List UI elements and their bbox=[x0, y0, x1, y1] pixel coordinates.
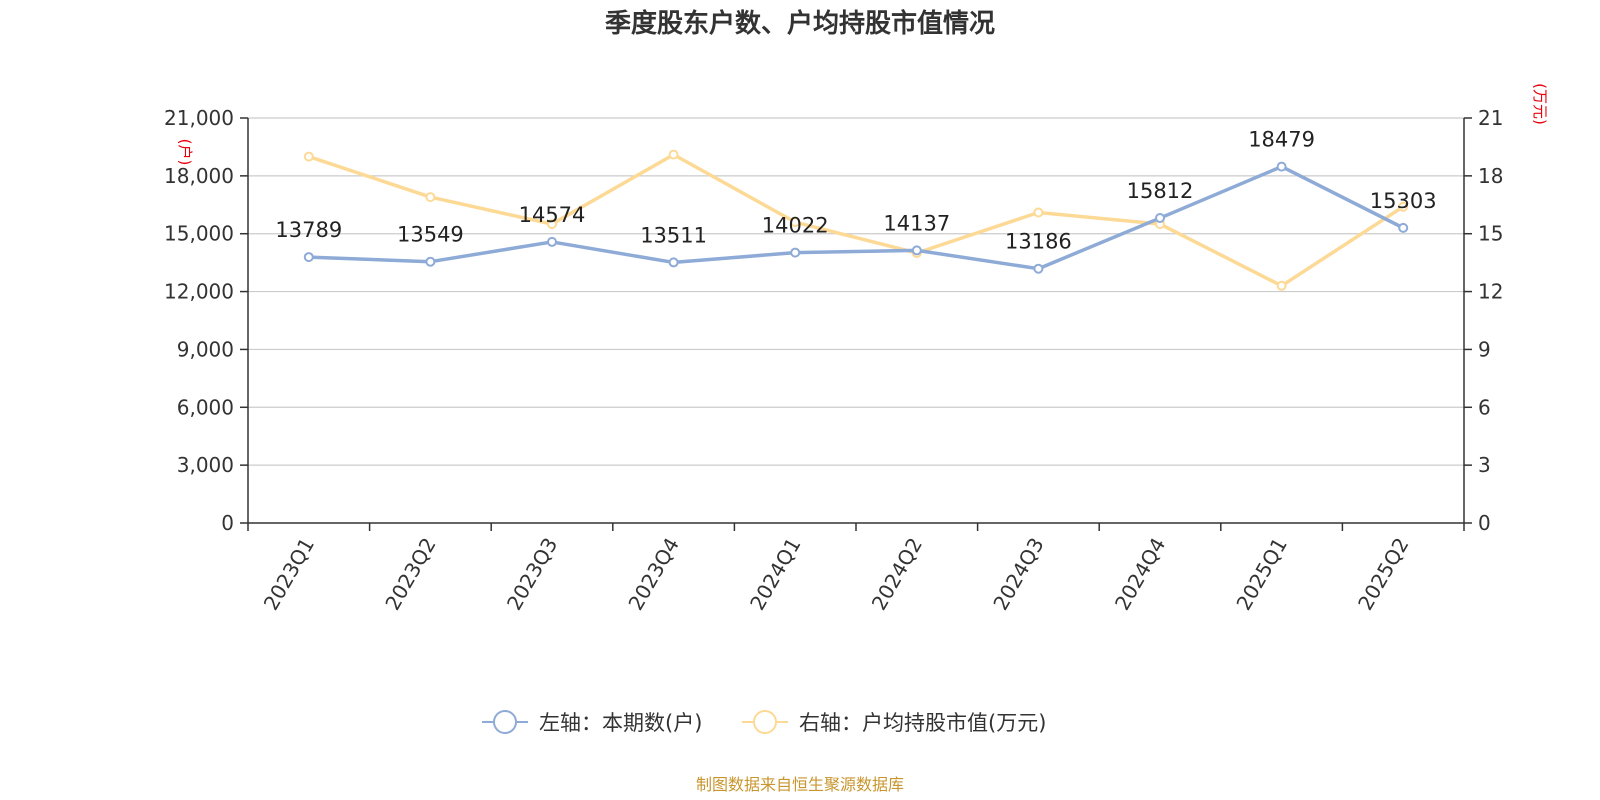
x-axis-tick-label: 2024Q4 bbox=[1110, 534, 1170, 615]
left-axis-tick-label: 12,000 bbox=[164, 280, 234, 304]
right-axis-tick-label: 3 bbox=[1478, 453, 1491, 477]
data-label: 13186 bbox=[1005, 230, 1072, 254]
data-point-left bbox=[790, 247, 801, 258]
data-label: 15812 bbox=[1127, 179, 1194, 203]
right-axis-tick-label: 12 bbox=[1478, 280, 1503, 304]
x-axis-tick-label: 2024Q3 bbox=[988, 534, 1048, 615]
left-axis-tick-label: 15,000 bbox=[164, 222, 234, 246]
x-axis-tick-label: 2025Q1 bbox=[1231, 534, 1291, 615]
right-axis-tick-label: 9 bbox=[1478, 337, 1491, 361]
source-note: 制图数据来自恒生聚源数据库 bbox=[696, 775, 904, 794]
left-axis-unit: (户) bbox=[176, 139, 194, 166]
data-label: 13549 bbox=[397, 223, 464, 247]
right-axis-unit: (万元) bbox=[1531, 83, 1549, 125]
axes: 0 0 3,000 3 6,000 6 9,000 9 12,000 12 15,000 15 18,0… bbox=[164, 106, 1503, 614]
data-point-right bbox=[1398, 201, 1409, 212]
data-point-left bbox=[1155, 213, 1165, 224]
data-point-right bbox=[303, 151, 314, 162]
x-axis-tick-label: 2025Q2 bbox=[1353, 534, 1413, 615]
left-axis-tick-label: 18,000 bbox=[164, 164, 234, 188]
right-axis-tick-label: 6 bbox=[1478, 395, 1491, 419]
data-point-right bbox=[1276, 280, 1287, 291]
grid bbox=[248, 117, 1464, 466]
series-line-right bbox=[308, 152, 1405, 288]
left-axis-tick-label: 0 bbox=[221, 511, 234, 535]
data-point-left bbox=[303, 252, 314, 263]
data-label: 14137 bbox=[883, 211, 950, 235]
data-label: 18479 bbox=[1248, 128, 1315, 152]
data-point-left bbox=[425, 256, 436, 267]
left-axis-tick-label: 3,000 bbox=[177, 453, 234, 477]
data-labels: 13789 13549 14574 13511 14022 14137 13186 15812… bbox=[275, 128, 1436, 254]
legend-label-right: 右轴：户均持股市值(万元) bbox=[799, 711, 1046, 735]
chart-title: 季度股东户数、户均持股市值情况 bbox=[605, 8, 995, 39]
series-layer bbox=[303, 149, 1409, 291]
x-axis-tick-label: 2024Q1 bbox=[745, 534, 805, 615]
legend: 左轴：本期数(户) 右轴：户均持股市值(万元) bbox=[482, 710, 1046, 735]
data-point-left bbox=[911, 245, 922, 256]
data-label: 14574 bbox=[519, 203, 586, 227]
data-label: 13511 bbox=[640, 223, 707, 247]
data-point-right bbox=[790, 217, 801, 228]
x-axis-tick-label: 2024Q2 bbox=[867, 534, 927, 615]
right-axis-tick-label: 0 bbox=[1478, 511, 1491, 535]
data-point-right bbox=[668, 149, 679, 160]
data-point-right bbox=[425, 192, 436, 203]
legend-marker-right bbox=[753, 710, 777, 734]
legend-marker-left bbox=[493, 710, 517, 734]
series-line-left bbox=[308, 164, 1404, 271]
data-point-left bbox=[668, 257, 679, 268]
left-axis-tick-label: 6,000 bbox=[177, 395, 234, 419]
data-point-left bbox=[1398, 222, 1409, 233]
data-point-left bbox=[1033, 263, 1044, 274]
data-point-left bbox=[1276, 161, 1287, 172]
left-axis-tick-label: 9,000 bbox=[177, 337, 234, 361]
x-axis-tick-label: 2023Q3 bbox=[502, 534, 562, 615]
right-axis-tick-label: 21 bbox=[1478, 106, 1503, 130]
x-axis-tick-label: 2023Q2 bbox=[380, 534, 440, 615]
data-point-left bbox=[547, 236, 557, 247]
data-label: 15303 bbox=[1370, 189, 1437, 213]
data-label: 14022 bbox=[762, 214, 829, 238]
x-axis-tick-label: 2023Q1 bbox=[259, 534, 319, 615]
x-axis-tick-label: 2023Q4 bbox=[623, 534, 683, 615]
data-point-right bbox=[547, 219, 557, 230]
legend-label-left: 左轴：本期数(户) bbox=[539, 711, 702, 735]
right-axis-tick-label: 15 bbox=[1478, 222, 1503, 246]
data-point-right bbox=[1033, 207, 1044, 218]
right-axis-tick-label: 18 bbox=[1478, 164, 1503, 188]
left-axis-tick-label: 21,000 bbox=[164, 106, 234, 130]
data-label: 13789 bbox=[275, 218, 342, 242]
